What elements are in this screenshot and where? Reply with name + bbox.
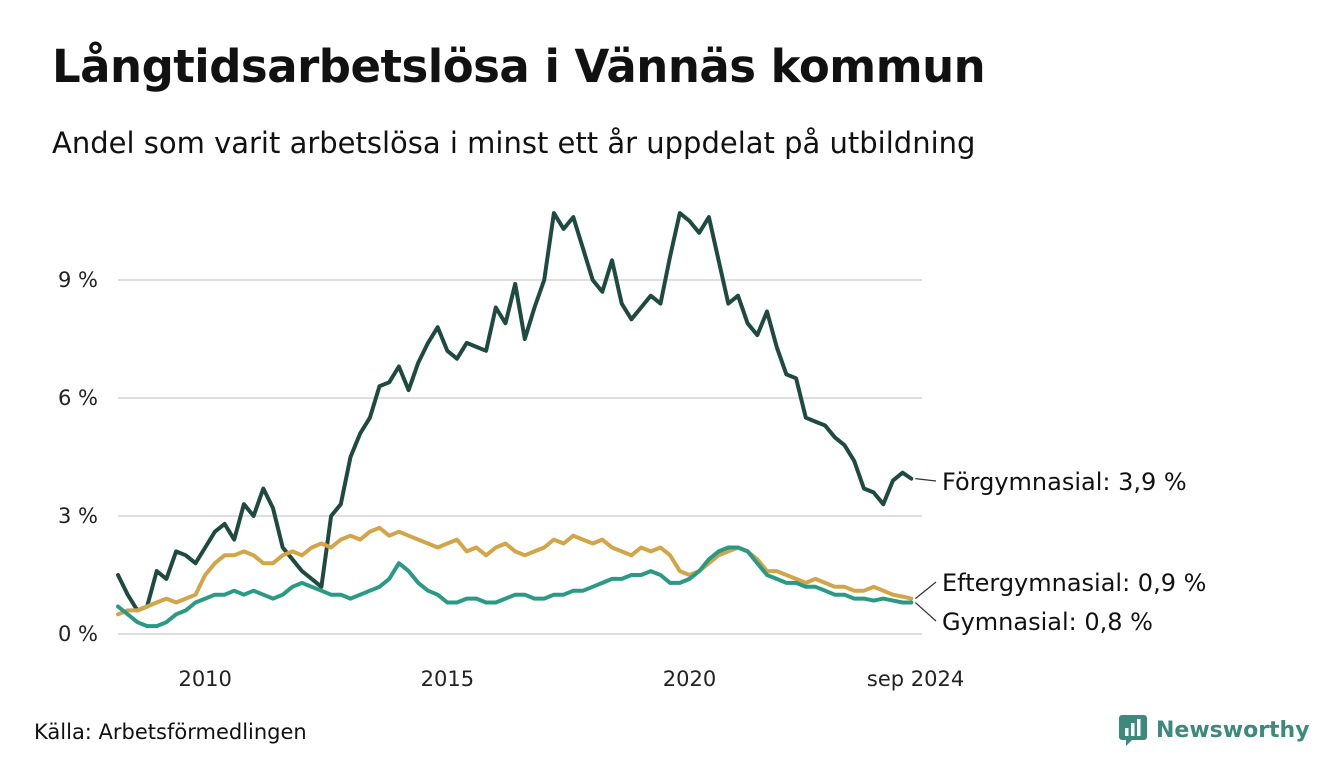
label-leader-line [915,478,937,482]
source-note: Källa: Arbetsförmedlingen [34,720,307,744]
newsworthy-logo-icon [1119,715,1147,746]
series-end-label-gymnasial: Gymnasial: 0,8 % [942,608,1153,636]
x-tick-label: 2010 [178,667,231,691]
series-end-label-förgymnasial: Förgymnasial: 3,9 % [942,468,1187,496]
label-leader-line [914,581,937,600]
y-tick-label: 0 % [58,622,98,646]
series-lines [116,211,914,629]
x-tick-label: sep 2024 [867,667,964,691]
series-end-label-eftergymnasial: Eftergymnasial: 0,9 % [942,569,1206,597]
brand-name: Newsworthy [1156,717,1310,743]
y-axis-ticks: 0 % 3 % 6 % 9 % [58,268,98,646]
gridlines [118,279,922,635]
y-tick-label: 9 % [58,268,98,292]
series-line-gymnasial [116,545,914,629]
series-end-labels: Förgymnasial: 3,9 % Eftergymnasial: 0,9 %… [914,468,1206,636]
series-line-eftergymnasial [116,525,914,617]
chart-title: Långtidsarbetslösa i Vännäs kommun [52,40,986,93]
x-tick-label: 2015 [421,667,474,691]
x-tick-label: 2020 [663,667,716,691]
chart-subtitle: Andel som varit arbetslösa i minst ett å… [52,126,976,160]
y-tick-label: 3 % [58,504,98,528]
label-leader-line [914,602,937,622]
series-line-förgymnasial [116,211,914,613]
brand-logo: Newsworthy [1118,713,1310,747]
x-axis-ticks: 2010 2015 2020 sep 2024 [178,667,964,691]
y-tick-label: 6 % [58,386,98,410]
